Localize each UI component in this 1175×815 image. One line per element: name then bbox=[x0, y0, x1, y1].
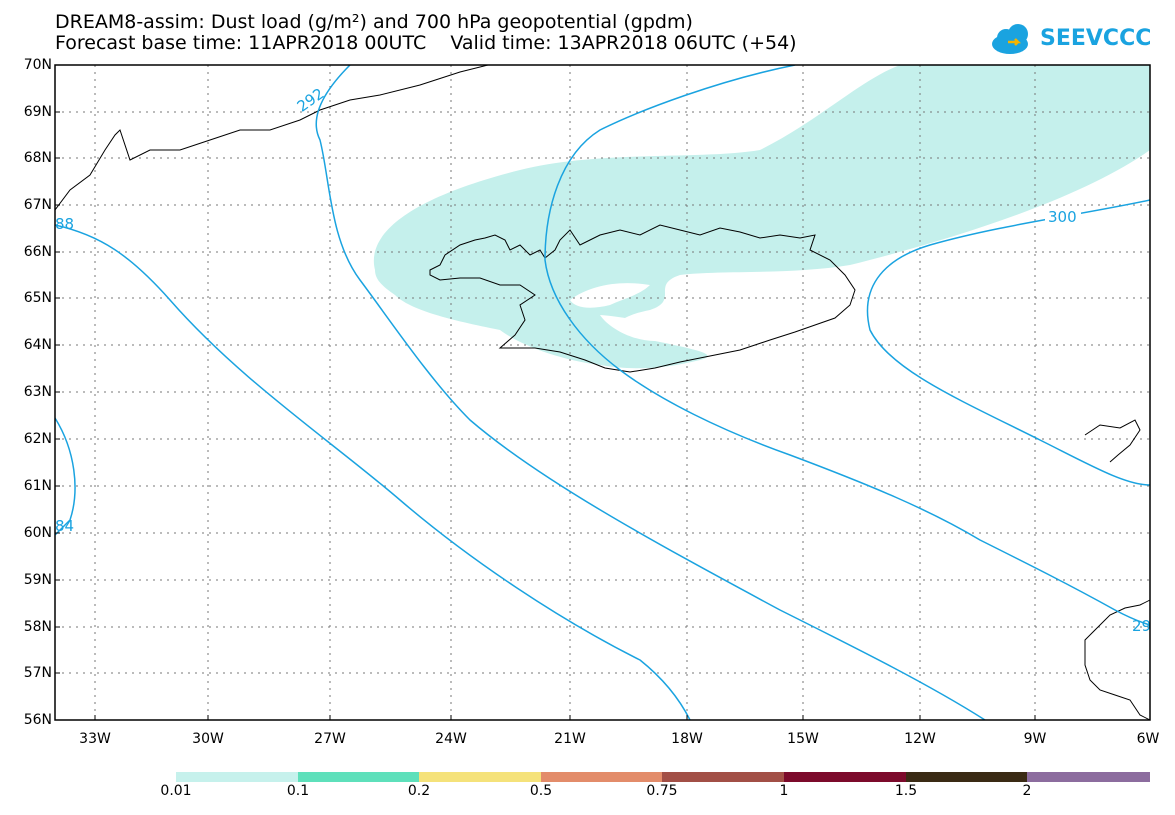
contour-label-292: 292 bbox=[294, 84, 328, 115]
greenland-coast bbox=[55, 65, 491, 211]
contour-line-west bbox=[55, 417, 76, 536]
contour-label-bg bbox=[1045, 207, 1081, 225]
colorbar bbox=[176, 772, 1150, 782]
lat-label: 69N bbox=[23, 104, 52, 120]
contour-label-29: 29 bbox=[1132, 617, 1151, 635]
lat-label: 63N bbox=[23, 384, 52, 400]
lat-label: 59N bbox=[23, 572, 52, 588]
contour-line-north-2 bbox=[315, 65, 986, 720]
lon-label: 21W bbox=[554, 731, 586, 747]
lat-label: 58N bbox=[23, 619, 52, 635]
seevccc-logo bbox=[992, 24, 1028, 54]
lat-label: 65N bbox=[23, 290, 52, 306]
colorbar-segment bbox=[419, 772, 541, 782]
colorbar-label: 2 bbox=[1022, 783, 1032, 799]
lon-label: 27W bbox=[314, 731, 346, 747]
cloud-icon bbox=[992, 24, 1028, 54]
logo-text: SEEVCCC bbox=[1040, 26, 1152, 51]
lon-label: 18W bbox=[671, 731, 703, 747]
lon-label: 6W bbox=[1136, 731, 1160, 747]
coastlines bbox=[55, 65, 1150, 720]
lat-label: 62N bbox=[23, 431, 52, 447]
colorbar-segment bbox=[1027, 772, 1150, 782]
grid-lines bbox=[55, 65, 1150, 720]
geopotential-contours bbox=[55, 65, 1150, 720]
colorbar-segment bbox=[906, 772, 1027, 782]
lat-label: 68N bbox=[23, 150, 52, 166]
axis-ticks bbox=[55, 64, 1036, 720]
faroe-shetland-coast bbox=[1084, 419, 1141, 463]
dust-free-area bbox=[570, 283, 666, 341]
colorbar-segment bbox=[298, 772, 419, 782]
contour-line-central bbox=[544, 65, 1150, 626]
contour-label-300: 300 bbox=[1048, 208, 1077, 226]
lat-label: 56N bbox=[23, 712, 52, 728]
scotland-coast bbox=[1084, 599, 1150, 720]
colorbar-segment bbox=[176, 772, 298, 782]
lat-label: 64N bbox=[23, 337, 52, 353]
colorbar-segment bbox=[541, 772, 662, 782]
colorbar-segment bbox=[784, 772, 906, 782]
contour-label-88: 88 bbox=[55, 215, 74, 233]
contour-label-84: 84 bbox=[55, 517, 74, 535]
contour-line-north-1 bbox=[55, 224, 691, 720]
lon-label: 24W bbox=[435, 731, 467, 747]
contour-line-300 bbox=[866, 199, 1150, 486]
colorbar-label: 0.2 bbox=[407, 783, 431, 799]
lon-label: 33W bbox=[79, 731, 111, 747]
colorbar-label: 1 bbox=[779, 783, 789, 799]
chart-title: DREAM8-assim: Dust load (g/m²) and 700 h… bbox=[55, 11, 693, 33]
lat-label: 70N bbox=[23, 57, 52, 73]
colorbar-segment bbox=[662, 772, 784, 782]
iceland-coast bbox=[429, 224, 856, 373]
colorbar-label: 0.75 bbox=[646, 783, 678, 799]
dust-load-area bbox=[373, 65, 1150, 369]
colorbar-label: 0.01 bbox=[160, 783, 192, 799]
lat-label: 67N bbox=[23, 197, 52, 213]
lon-label: 9W bbox=[1023, 731, 1047, 747]
lon-label: 12W bbox=[904, 731, 936, 747]
lat-label: 66N bbox=[23, 244, 52, 260]
lon-label: 15W bbox=[787, 731, 819, 747]
colorbar-label: 0.1 bbox=[286, 783, 310, 799]
chart-subtitle: Forecast base time: 11APR2018 00UTC Vali… bbox=[55, 32, 797, 54]
lon-label: 30W bbox=[192, 731, 224, 747]
lat-label: 61N bbox=[23, 478, 52, 494]
lat-label: 57N bbox=[23, 665, 52, 681]
colorbar-label: 0.5 bbox=[529, 783, 553, 799]
colorbar-label: 1.5 bbox=[894, 783, 918, 799]
lat-label: 60N bbox=[23, 525, 52, 541]
